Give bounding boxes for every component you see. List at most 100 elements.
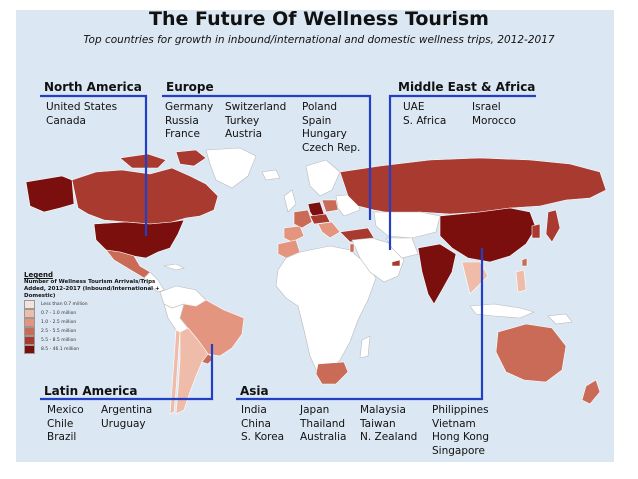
legend-swatch [24,300,35,310]
map-central-asia [373,211,441,239]
legend-swatch [24,309,35,319]
country-item: Israel [472,101,501,113]
map-caribbean [163,263,185,271]
legend-label: 5.5 - 8.5 million [41,338,77,344]
country-item: Brazil [47,431,77,443]
region-heading-middle-east-africa: Middle East & Africa [398,80,536,94]
map-canada-north-islands [119,149,207,169]
map-israel [349,243,355,253]
map-taiwan [521,257,528,267]
country-item: Canada [46,114,86,127]
legend-row: Less than 0.7 million [24,300,164,310]
connector-middle-east-africa [388,94,536,250]
country-list-asia-col2: Japan Thailand Australia [300,404,346,445]
map-madagascar [359,335,371,359]
connector-europe [162,94,372,220]
map-legend: Legend Number of Wellness Tourism Arriva… [24,271,164,355]
legend-row: 2.5 - 5.5 million [24,327,164,337]
country-item: Russia [165,114,199,127]
legend-label: Less than 0.7 million [41,302,88,308]
legend-label: 0.7 - 1.0 million [41,311,77,317]
region-heading-asia: Asia [240,384,269,398]
map-india [417,243,457,305]
map-spain [283,225,305,243]
map-indonesia [469,303,535,319]
country-list-asia-col3: Malaysia Taiwan N. Zealand [360,404,417,445]
country-item: Malaysia [360,404,406,416]
country-item: Australia [300,431,347,443]
map-uae [391,259,401,267]
map-australia [495,323,567,383]
map-argentina [175,327,209,415]
legend-row: 8.5 - 46.1 million [24,345,164,355]
map-japan [545,209,561,243]
country-item: Argentina [101,404,153,416]
connector-north-america [40,94,148,236]
country-item: Uruguay [101,417,146,430]
country-item: Mexico [47,404,84,416]
legend-heading: Legend [24,271,53,279]
country-item: China [241,417,271,430]
region-connector-lines [40,94,536,401]
map-southeast-asia [461,261,489,295]
country-item: Turkey [225,114,260,127]
country-item: United States [46,101,118,113]
legend-title: Number of Wellness Tourism Arrivals/Trip… [24,279,160,299]
country-item: Austria [225,128,263,140]
country-item: N. Zealand [360,431,418,443]
page-subtitle: Top countries for growth in inbound/inte… [83,34,555,46]
country-item: Hungary [302,128,347,140]
country-item: Vietnam [432,417,476,430]
country-item: Thailand [300,417,346,430]
region-heading-europe: Europe [166,80,214,94]
country-list-latin-america-col1: Mexico Chile Brazil [47,404,84,445]
country-list-north-america: United States Canada [46,101,117,128]
country-item: Spain [302,114,332,127]
country-list-latin-america-col2: Argentina Uruguay [101,404,152,431]
legend-row: 1.0 - 2.5 million [24,318,164,328]
country-item: France [165,128,200,140]
legend-swatch [24,327,35,337]
map-uk [283,189,297,213]
country-item: Switzerland [225,101,287,113]
country-item: UAE [403,101,425,113]
map-korea [531,223,541,239]
country-list-europe-col3: Poland Spain Hungary Czech Rep. [302,101,360,155]
legend-label: 1.0 - 2.5 million [41,320,77,326]
map-poland [321,199,339,213]
map-china [439,207,537,263]
country-item: Chile [47,417,74,430]
country-item: Taiwan [360,417,396,430]
legend-swatch [24,345,35,355]
map-philippines [515,269,527,293]
legend-swatch [24,336,35,346]
map-greenland [205,147,257,189]
map-italy-balkans [317,221,341,239]
country-item: Singapore [432,444,485,457]
country-item: Japan [300,404,330,416]
connector-asia [236,248,484,401]
legend-row: 0.7 - 1.0 million [24,309,164,319]
legend-label: 8.5 - 46.1 million [41,347,80,353]
page-title: The Future Of Wellness Tourism [149,8,489,30]
country-item: Germany [165,101,214,113]
map-alaska [25,175,75,213]
country-item: Philippines [432,404,489,416]
legend-swatch [24,318,35,328]
country-item: Poland [302,101,338,113]
legend-row: 5.5 - 8.5 million [24,336,164,346]
map-papua [547,313,573,325]
country-list-middle-east-africa-col2: Israel Morocco [472,101,516,128]
connector-latin-america [40,344,214,401]
map-new-zealand [581,379,601,405]
country-list-europe-col1: Germany Russia France [165,101,213,142]
country-list-middle-east-africa-col1: UAE S. Africa [403,101,446,128]
country-item: Czech Rep. [302,141,361,154]
map-scandinavia [305,159,341,197]
map-france [293,209,313,229]
map-iceland [261,169,281,181]
country-list-europe-col2: Switzerland Turkey Austria [225,101,286,142]
map-central-america [143,271,165,293]
country-list-asia-col1: India China S. Korea [241,404,284,445]
country-list-asia-col4: Philippines Vietnam Hong Kong Singapore [432,404,489,458]
